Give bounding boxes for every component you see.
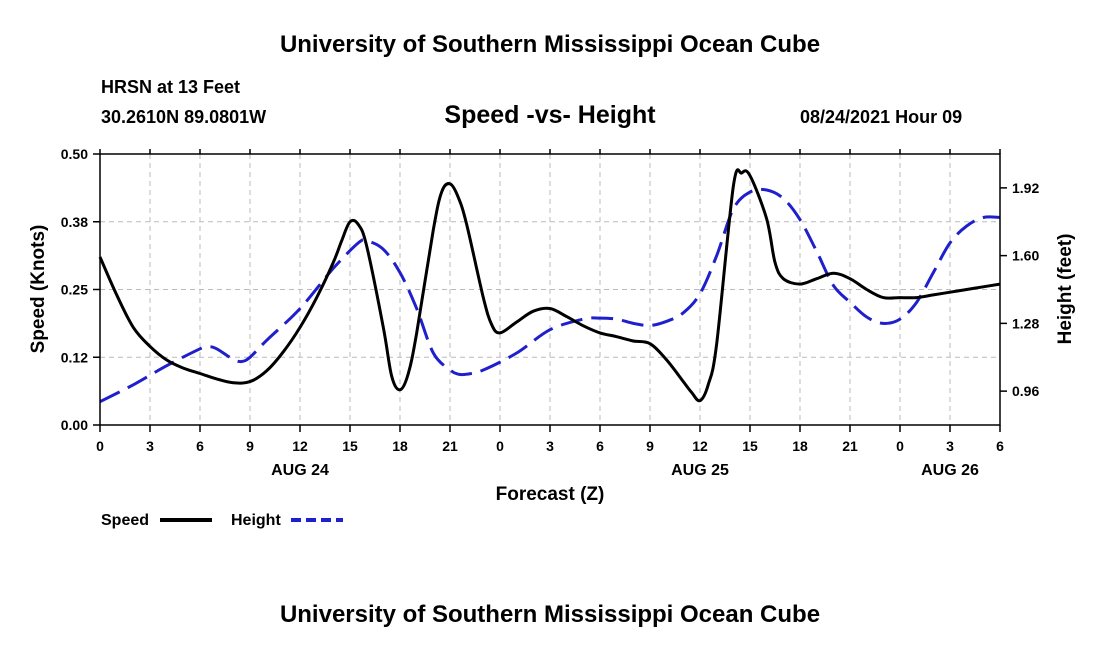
x-tick-label: 18 xyxy=(792,438,808,454)
legend-speed-label: Speed xyxy=(101,512,149,529)
y-axis-left-label: Speed (Knots) xyxy=(28,225,49,354)
x-tick-label: 12 xyxy=(692,438,708,454)
x-tick-label: 12 xyxy=(292,438,308,454)
legend-height-label: Height xyxy=(231,512,281,529)
y-left-tick-label: 0.25 xyxy=(61,282,88,298)
label-layer: Forecast (Z) Speed (Knots) Height (feet) xyxy=(28,225,1076,505)
grid-layer xyxy=(100,154,1000,425)
x-tick-label: 0 xyxy=(96,438,104,454)
y-left-tick-label: 0.38 xyxy=(61,214,88,230)
y-right-tick-label: 1.92 xyxy=(1012,180,1039,196)
legend: Speed Height xyxy=(101,512,343,529)
y-axis-right-label: Height (feet) xyxy=(1055,234,1076,345)
x-tick-label: 0 xyxy=(496,438,504,454)
coordinates-label: 30.2610N 89.0801W xyxy=(101,107,267,127)
y-right-tick-label: 1.60 xyxy=(1012,248,1039,264)
x-tick-label: 15 xyxy=(742,438,758,454)
day-label: AUG 26 xyxy=(921,462,979,479)
x-tick-label: 3 xyxy=(546,438,554,454)
top-title: University of Southern Mississippi Ocean… xyxy=(279,31,821,58)
day-label: AUG 25 xyxy=(671,462,729,479)
y-left-tick-label: 0.12 xyxy=(61,349,88,365)
x-tick-label: 21 xyxy=(442,438,458,454)
x-tick-label: 15 xyxy=(342,438,358,454)
x-tick-label: 6 xyxy=(596,438,604,454)
x-axis-label: Forecast (Z) xyxy=(496,484,605,505)
series-layer xyxy=(98,168,1001,404)
x-tick-label: 3 xyxy=(946,438,954,454)
x-tick-label: 3 xyxy=(146,438,154,454)
day-label: AUG 24 xyxy=(271,462,329,479)
x-tick-label: 21 xyxy=(842,438,858,454)
datetime-label: 08/24/2021 Hour 09 xyxy=(800,107,963,127)
station-label: HRSN at 13 Feet xyxy=(101,77,241,97)
y-right-tick-label: 0.96 xyxy=(1012,383,1039,399)
x-tick-label: 0 xyxy=(896,438,904,454)
x-tick-label: 6 xyxy=(196,438,204,454)
chart-subtitle: Speed -vs- Height xyxy=(444,101,656,129)
bottom-title: University of Southern Mississippi Ocean… xyxy=(279,601,821,628)
x-tick-label: 9 xyxy=(646,438,654,454)
x-tick-label: 6 xyxy=(996,438,1004,454)
height-series-line xyxy=(99,187,1001,404)
x-tick-label: 9 xyxy=(246,438,254,454)
y-left-tick-label: 0.50 xyxy=(61,146,88,162)
y-right-tick-label: 1.28 xyxy=(1012,315,1039,331)
x-tick-label: 18 xyxy=(392,438,408,454)
speed-series-line xyxy=(98,168,1001,403)
axis-layer: 0 3 6 9 12 15 18 21 0 3 6 9 12 15 18 21 0 3 6 AUG 24 AUG 25 A… xyxy=(61,146,1040,479)
y-left-tick-label: 0.00 xyxy=(61,417,88,433)
